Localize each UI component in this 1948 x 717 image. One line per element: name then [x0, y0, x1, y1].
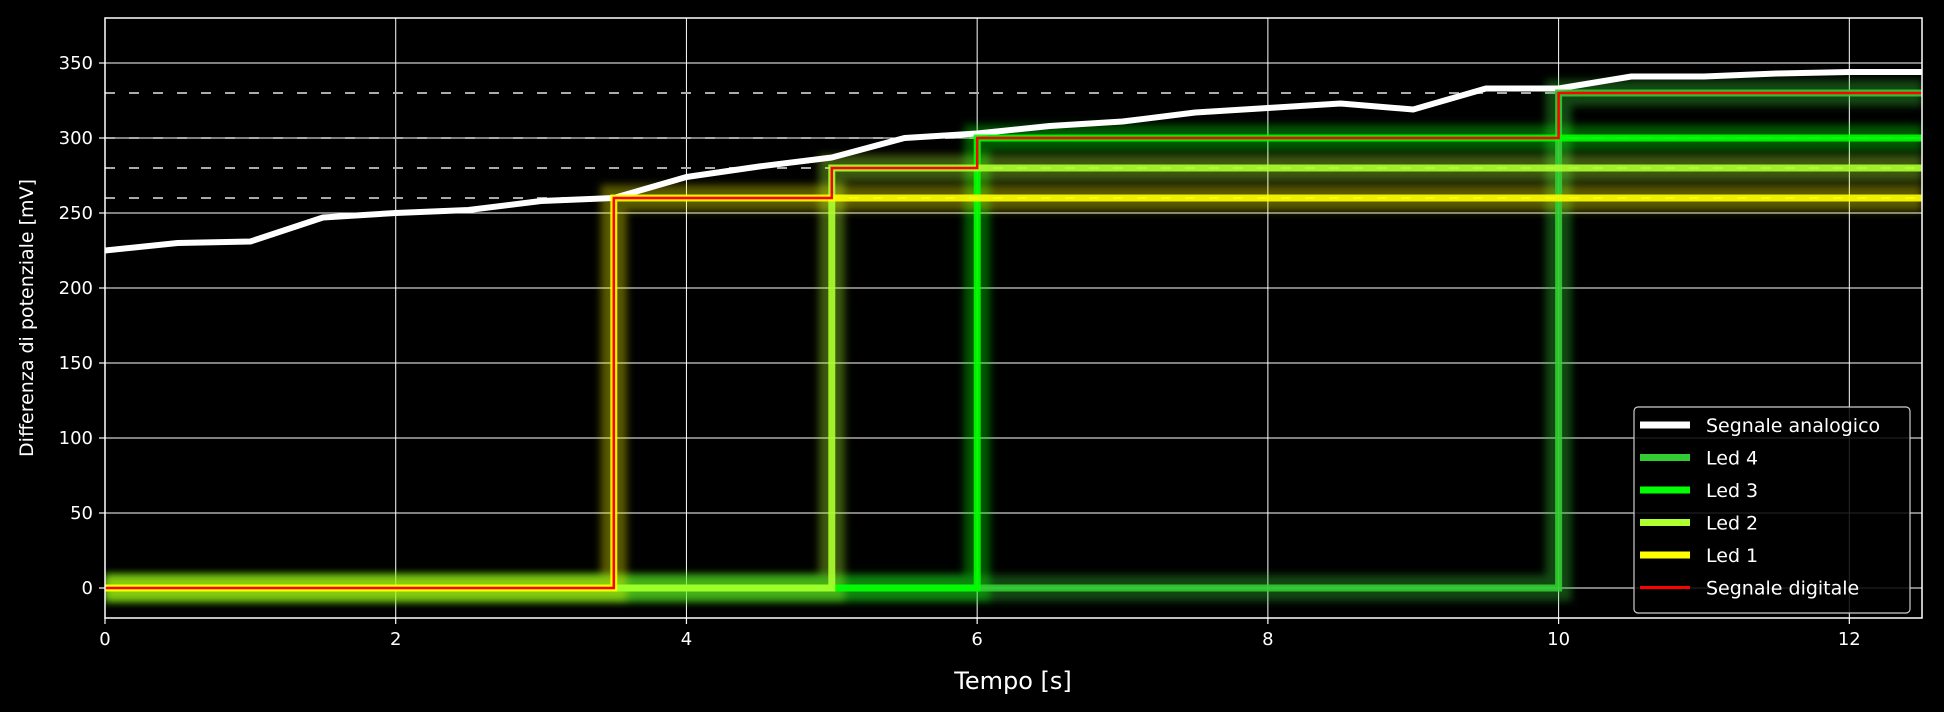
legend-label: Led 4: [1706, 448, 1758, 470]
y-ticks: 0 50 100 150 200 250 300 350: [59, 53, 105, 599]
analog-signal-point: [248, 239, 253, 244]
legend-label: Segnale digitale: [1706, 578, 1859, 600]
analog-signal-point: [757, 164, 762, 169]
analog-signal-point: [321, 215, 326, 220]
x-tick-label: 2: [390, 629, 401, 650]
analog-signal-point: [684, 175, 689, 179]
analog-signal-point: [829, 155, 834, 160]
analog-signal-point: [393, 211, 398, 215]
x-tick-label: 10: [1547, 629, 1570, 650]
analog-signal-point: [1047, 124, 1052, 128]
analog-signal-point: [1483, 86, 1488, 91]
analog-signal-point: [902, 136, 907, 140]
analog-signal-point: [1629, 74, 1634, 79]
legend-label: Led 1: [1706, 545, 1758, 567]
analog-signal-point: [466, 208, 471, 212]
x-axis-label: Tempo [s]: [953, 667, 1072, 695]
legend-box: [1633, 406, 1911, 614]
y-tick-label: 250: [59, 203, 93, 224]
x-tick-label: 4: [681, 629, 692, 650]
legend-label: Led 3: [1706, 480, 1758, 502]
analog-signal-line: [105, 69, 1922, 254]
analog-signal-point: [1265, 106, 1270, 110]
y-tick-label: 300: [59, 128, 93, 149]
plot-frame: [104, 17, 1923, 619]
legend-label: Segnale analogico: [1706, 415, 1880, 437]
analog-signal-point: [539, 199, 544, 203]
legend-label: Led 2: [1706, 513, 1758, 535]
y-tick-label: 100: [59, 428, 93, 449]
y-tick-label: 200: [59, 278, 93, 299]
y-axis-label: Differenza di potenziale [mV]: [16, 179, 38, 457]
analog-signal-point: [1411, 107, 1416, 112]
digital-signal-line: [105, 91, 1922, 590]
x-tick-label: 6: [971, 629, 982, 650]
y-tick-label: 50: [70, 503, 93, 524]
x-ticks: 0 2 4 6 8 10 12: [99, 618, 1861, 650]
y-tick-label: 0: [82, 578, 93, 599]
x-tick-label: 8: [1262, 629, 1273, 650]
series-layer: [105, 69, 1922, 601]
analog-signal-point: [1193, 110, 1198, 115]
x-tick-label: 12: [1838, 629, 1861, 650]
legend: Segnale analogico Led 4 Led 3 Led 2 Led 1 Seg…: [1633, 406, 1911, 614]
analog-signal-point: [175, 241, 180, 245]
plot-area: [105, 18, 1922, 618]
analog-signal-point: [1774, 71, 1779, 76]
analog-signal-point: [1338, 101, 1343, 106]
y-tick-label: 350: [59, 53, 93, 74]
analog-signal-point: [1120, 119, 1125, 124]
analog-signal-point: [1847, 70, 1852, 74]
analog-signal-point: [1701, 74, 1706, 79]
y-tick-label: 150: [59, 353, 93, 374]
x-tick-label: 0: [99, 629, 110, 650]
